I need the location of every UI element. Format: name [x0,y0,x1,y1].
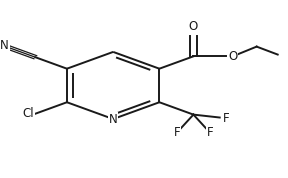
Text: N: N [109,113,118,126]
Text: O: O [228,50,237,63]
Text: F: F [174,126,180,139]
Text: N: N [0,39,9,52]
Text: F: F [223,112,229,125]
Text: F: F [206,126,213,139]
Text: O: O [189,20,198,33]
Text: Cl: Cl [22,107,34,120]
